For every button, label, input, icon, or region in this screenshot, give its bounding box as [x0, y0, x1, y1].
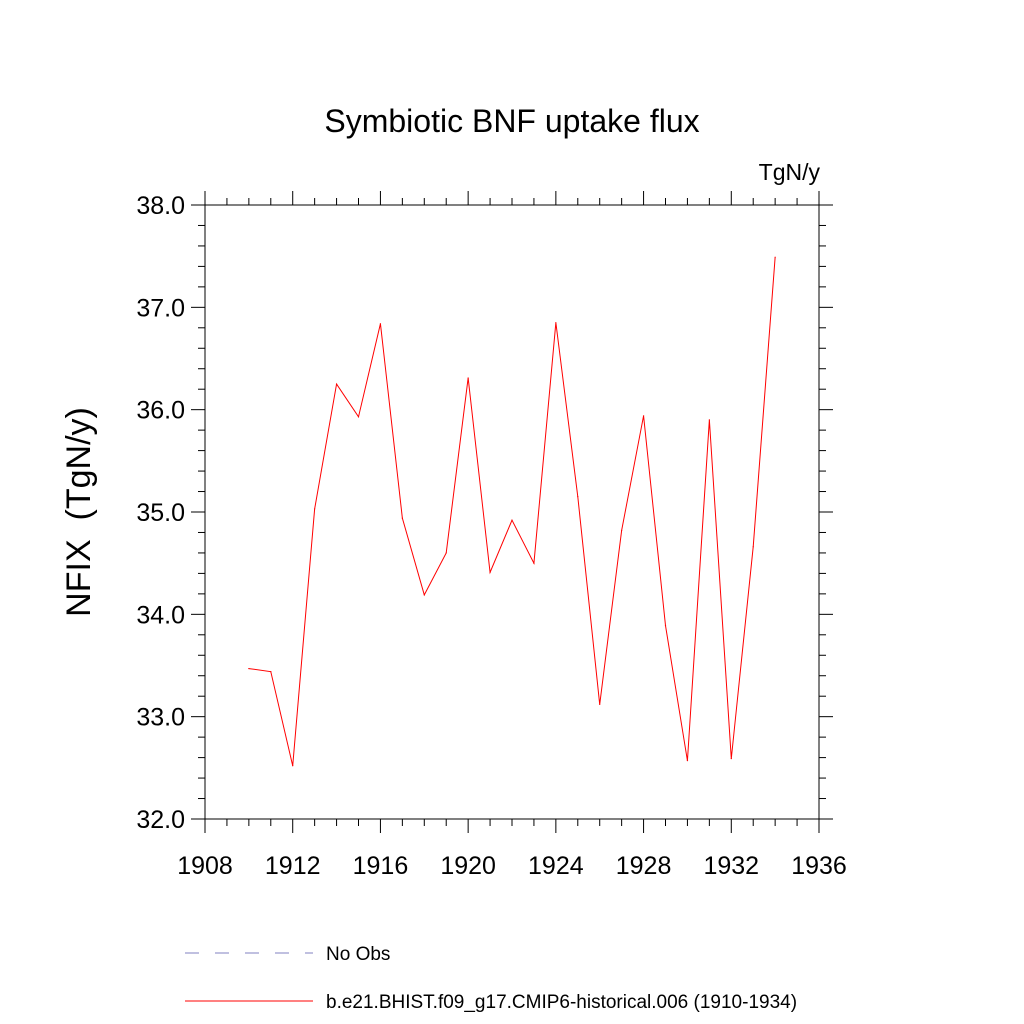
series-layer	[248, 256, 776, 767]
x-tick-label: 1908	[177, 852, 233, 880]
legend-label: No Obs	[326, 944, 390, 965]
y-tick-label: 34.0	[136, 601, 185, 629]
data-point	[752, 546, 754, 548]
data-point	[511, 519, 513, 521]
data-point	[686, 760, 689, 762]
x-tick-label: 1924	[528, 852, 584, 880]
data-point	[445, 552, 447, 554]
data-point	[270, 671, 272, 673]
y-tick-label: 32.0	[136, 806, 185, 834]
data-point	[774, 256, 776, 258]
y-tick-label: 38.0	[136, 192, 185, 220]
x-tick-label: 1912	[265, 852, 321, 880]
data-point	[555, 322, 557, 324]
x-tick-label: 1936	[791, 852, 847, 880]
data-point	[314, 508, 316, 510]
plot-frame	[204, 204, 820, 820]
data-point	[664, 624, 667, 627]
data-point	[467, 377, 469, 379]
data-point	[423, 594, 425, 596]
data-point	[642, 415, 645, 417]
data-point	[489, 571, 491, 573]
y-tick-label: 36.0	[136, 397, 185, 425]
data-point	[621, 529, 623, 532]
data-point	[379, 323, 382, 325]
chart-title: Symbiotic BNF uptake flux	[324, 103, 699, 139]
x-axis-ticks: 1908 1912 1916 1920 1924 1928 1932 1936	[177, 191, 847, 880]
data-point	[248, 667, 250, 670]
y-tick-label: 35.0	[136, 499, 185, 527]
data-point	[577, 496, 579, 498]
legend: No Obs b.e21.BHIST.f09_g17.CMIP6-historic…	[185, 944, 797, 1013]
data-point	[599, 703, 601, 705]
x-tick-label: 1928	[616, 852, 672, 880]
x-tick-label: 1916	[353, 852, 409, 880]
y-tick-label: 33.0	[136, 704, 185, 732]
series-line-0	[248, 257, 776, 766]
units-label: TgN/y	[759, 159, 821, 185]
legend-label: b.e21.BHIST.f09_g17.CMIP6-historical.006…	[326, 992, 797, 1013]
data-point	[730, 758, 732, 760]
y-axis-label: NFIX (TgN/y)	[60, 407, 98, 617]
y-axis-ticks: 32.0 33.0 34.0 35.0 36.0 37.0 38.0	[136, 192, 833, 834]
data-point	[401, 517, 403, 519]
x-tick-label: 1932	[703, 852, 759, 880]
data-point	[335, 383, 338, 385]
x-tick-label: 1920	[440, 852, 496, 880]
data-point	[708, 419, 710, 421]
y-tick-label: 37.0	[136, 294, 185, 322]
data-point	[292, 765, 294, 767]
data-point	[357, 416, 360, 418]
data-point	[533, 562, 535, 564]
